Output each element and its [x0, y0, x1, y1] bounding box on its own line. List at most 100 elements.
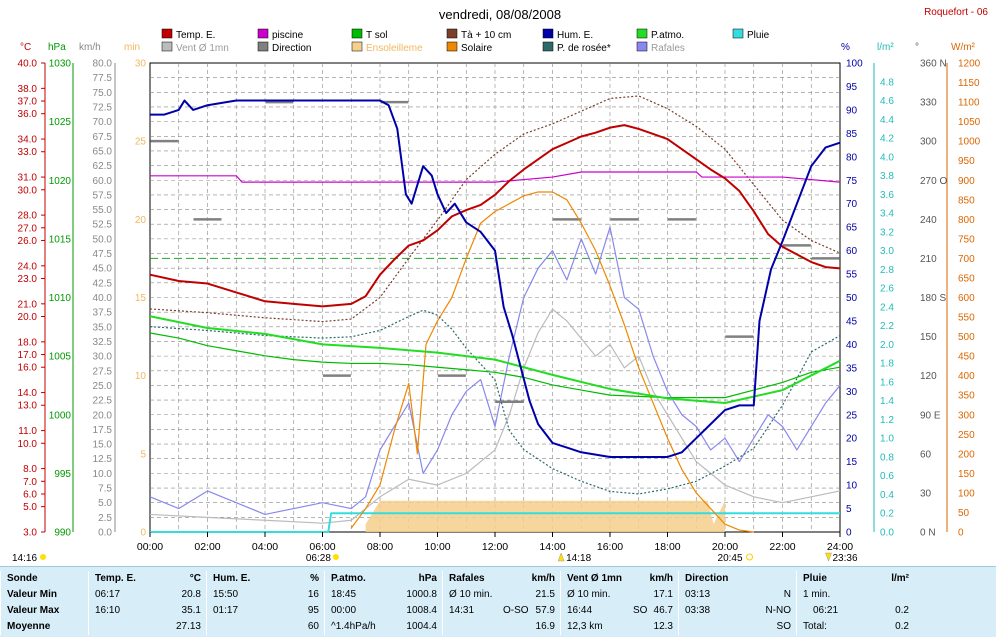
hum-tick: 25	[846, 410, 858, 421]
press-tick: 1030	[49, 59, 72, 70]
wind-tick: 27.5	[93, 366, 113, 377]
series-t-10-cm	[149, 95, 841, 323]
direction-r1-value: N	[783, 589, 791, 600]
hum-max-time: 01:17	[213, 605, 239, 616]
transit-icon	[557, 552, 565, 562]
press-unit: hPa	[418, 573, 437, 584]
temp-tick: 23.0	[18, 274, 38, 285]
gust-avg-label: Ø 10 min.	[449, 589, 493, 600]
stats-col-gust: Rafales km/h Ø 10 min. 21.5 14:31 O-SO 57.9 …	[442, 571, 561, 635]
time-tick: 20:00	[712, 541, 738, 553]
temp-tick: 38.0	[18, 84, 38, 95]
rain-tick: 3.4	[880, 209, 894, 220]
rain-tick: 4.2	[880, 134, 894, 145]
dir-tick: 150	[920, 332, 937, 343]
press-max-time: 00:00	[331, 605, 357, 616]
hum-tick: 5	[846, 504, 852, 515]
solar-tick: 400	[958, 371, 975, 382]
gust-header: Rafales	[449, 573, 485, 584]
solar-tick: 1000	[958, 137, 981, 148]
rain-unit-label: l/m²	[877, 42, 894, 53]
series-rafales	[149, 226, 841, 516]
rain-tick: 1.0	[880, 434, 894, 445]
temp-max-value: 35.1	[181, 605, 201, 616]
time-tick: 22:00	[769, 541, 795, 553]
sun-tick: 0	[140, 528, 146, 539]
solar-tick: 50	[958, 508, 970, 519]
rain-tick: 0.0	[880, 528, 894, 539]
stats-col-press: P.atmo. hPa 18:45 1000.8 00:00 1008.4 ^1.4h…	[324, 571, 443, 635]
dir-tick: 180 S	[920, 293, 946, 304]
time-tick: 08:00	[367, 541, 393, 553]
legend-swatch	[636, 28, 648, 39]
series-piscine	[150, 171, 841, 183]
wind-tick: 0.0	[98, 528, 112, 539]
chart-legend: Temp. E. piscine T sol Tà + 10 cm Hum. E. P.a…	[161, 28, 770, 54]
temp-tick: 36.0	[18, 109, 38, 120]
press-unit-label: hPa	[48, 42, 66, 53]
rain-tick: 1.2	[880, 415, 894, 426]
wind-tick: 2.5	[98, 513, 112, 524]
hum-min-time: 15:50	[213, 589, 239, 600]
solar-tick: 0	[958, 528, 964, 539]
series-solaire	[350, 191, 754, 533]
wind-tick: 25.0	[93, 381, 113, 392]
rain-tick: 1.4	[880, 396, 894, 407]
rain-tick: 2.8	[880, 265, 894, 276]
solar-tick: 650	[958, 273, 975, 284]
rain-tick: 2.4	[880, 302, 894, 313]
solar-tick: 700	[958, 254, 975, 265]
stats-col-direction: Direction 03:13 N 03:38 N-NO SO	[678, 571, 797, 635]
press-trend: ^1.4hPa/h	[331, 621, 376, 632]
wind-mean-value: 12.3	[653, 621, 673, 632]
rain-unit: l/m²	[891, 573, 909, 584]
solar-tick: 1200	[958, 59, 981, 70]
rain-total-value: 0.2	[895, 621, 909, 632]
dir-tick: 0 N	[920, 528, 936, 539]
legend-label: Direction	[272, 43, 311, 54]
row-label-max: Valeur Max	[7, 605, 60, 616]
hum-tick: 15	[846, 457, 858, 468]
solar-tick: 1100	[958, 98, 980, 109]
rain-max-time: 06:21	[813, 605, 839, 616]
legend-swatch	[446, 41, 458, 52]
hum-unit-label: %	[841, 42, 850, 53]
series-p-de-ros-e	[149, 309, 841, 495]
wind-tick: 77.5	[93, 73, 113, 84]
dir-tick: 120	[920, 371, 937, 382]
gust-avg-value: 21.5	[535, 589, 555, 600]
transit-time: 14:18	[566, 553, 591, 564]
press-tick: 1000	[49, 410, 72, 421]
dir-tick: 90 E	[920, 410, 941, 421]
wind-avg-label: Ø 10 min.	[567, 589, 611, 600]
direction-r2-time: 03:38	[685, 605, 711, 616]
wind-tick: 47.5	[93, 249, 113, 260]
wind-tick: 70.0	[93, 117, 113, 128]
solar-tick: 150	[958, 469, 975, 480]
temp-tick: 11.0	[18, 426, 37, 437]
solar-tick: 300	[958, 410, 975, 421]
solar-tick: 950	[958, 156, 975, 167]
press-tick: 1020	[49, 176, 72, 187]
solar-tick: 600	[958, 293, 975, 304]
sun-tick: 5	[140, 449, 146, 460]
dir-tick: 30	[920, 488, 932, 499]
hum-avg-value: 60	[307, 621, 319, 632]
legend-label: Hum. E.	[557, 30, 593, 41]
temp-max-time: 16:10	[95, 605, 121, 616]
temp-tick: 33.0	[18, 147, 38, 158]
temp-tick: 30.0	[18, 185, 38, 196]
grid-lines	[150, 63, 840, 532]
temp-min-value: 20.8	[181, 589, 201, 600]
rain-tick: 3.0	[880, 246, 894, 257]
legend-label: Tà + 10 cm	[461, 30, 511, 41]
wind-tick: 35.0	[93, 322, 113, 333]
wind-tick: 62.5	[93, 161, 113, 172]
time-tick: 24:00	[827, 541, 853, 553]
temp-tick: 7.0	[23, 477, 37, 488]
moonrise-time: 14:16	[12, 553, 37, 564]
wind-tick: 67.5	[93, 132, 113, 143]
dir-tick: 240	[920, 215, 937, 226]
hum-tick: 50	[846, 293, 858, 304]
solar-unit-label: W/m²	[951, 42, 976, 53]
